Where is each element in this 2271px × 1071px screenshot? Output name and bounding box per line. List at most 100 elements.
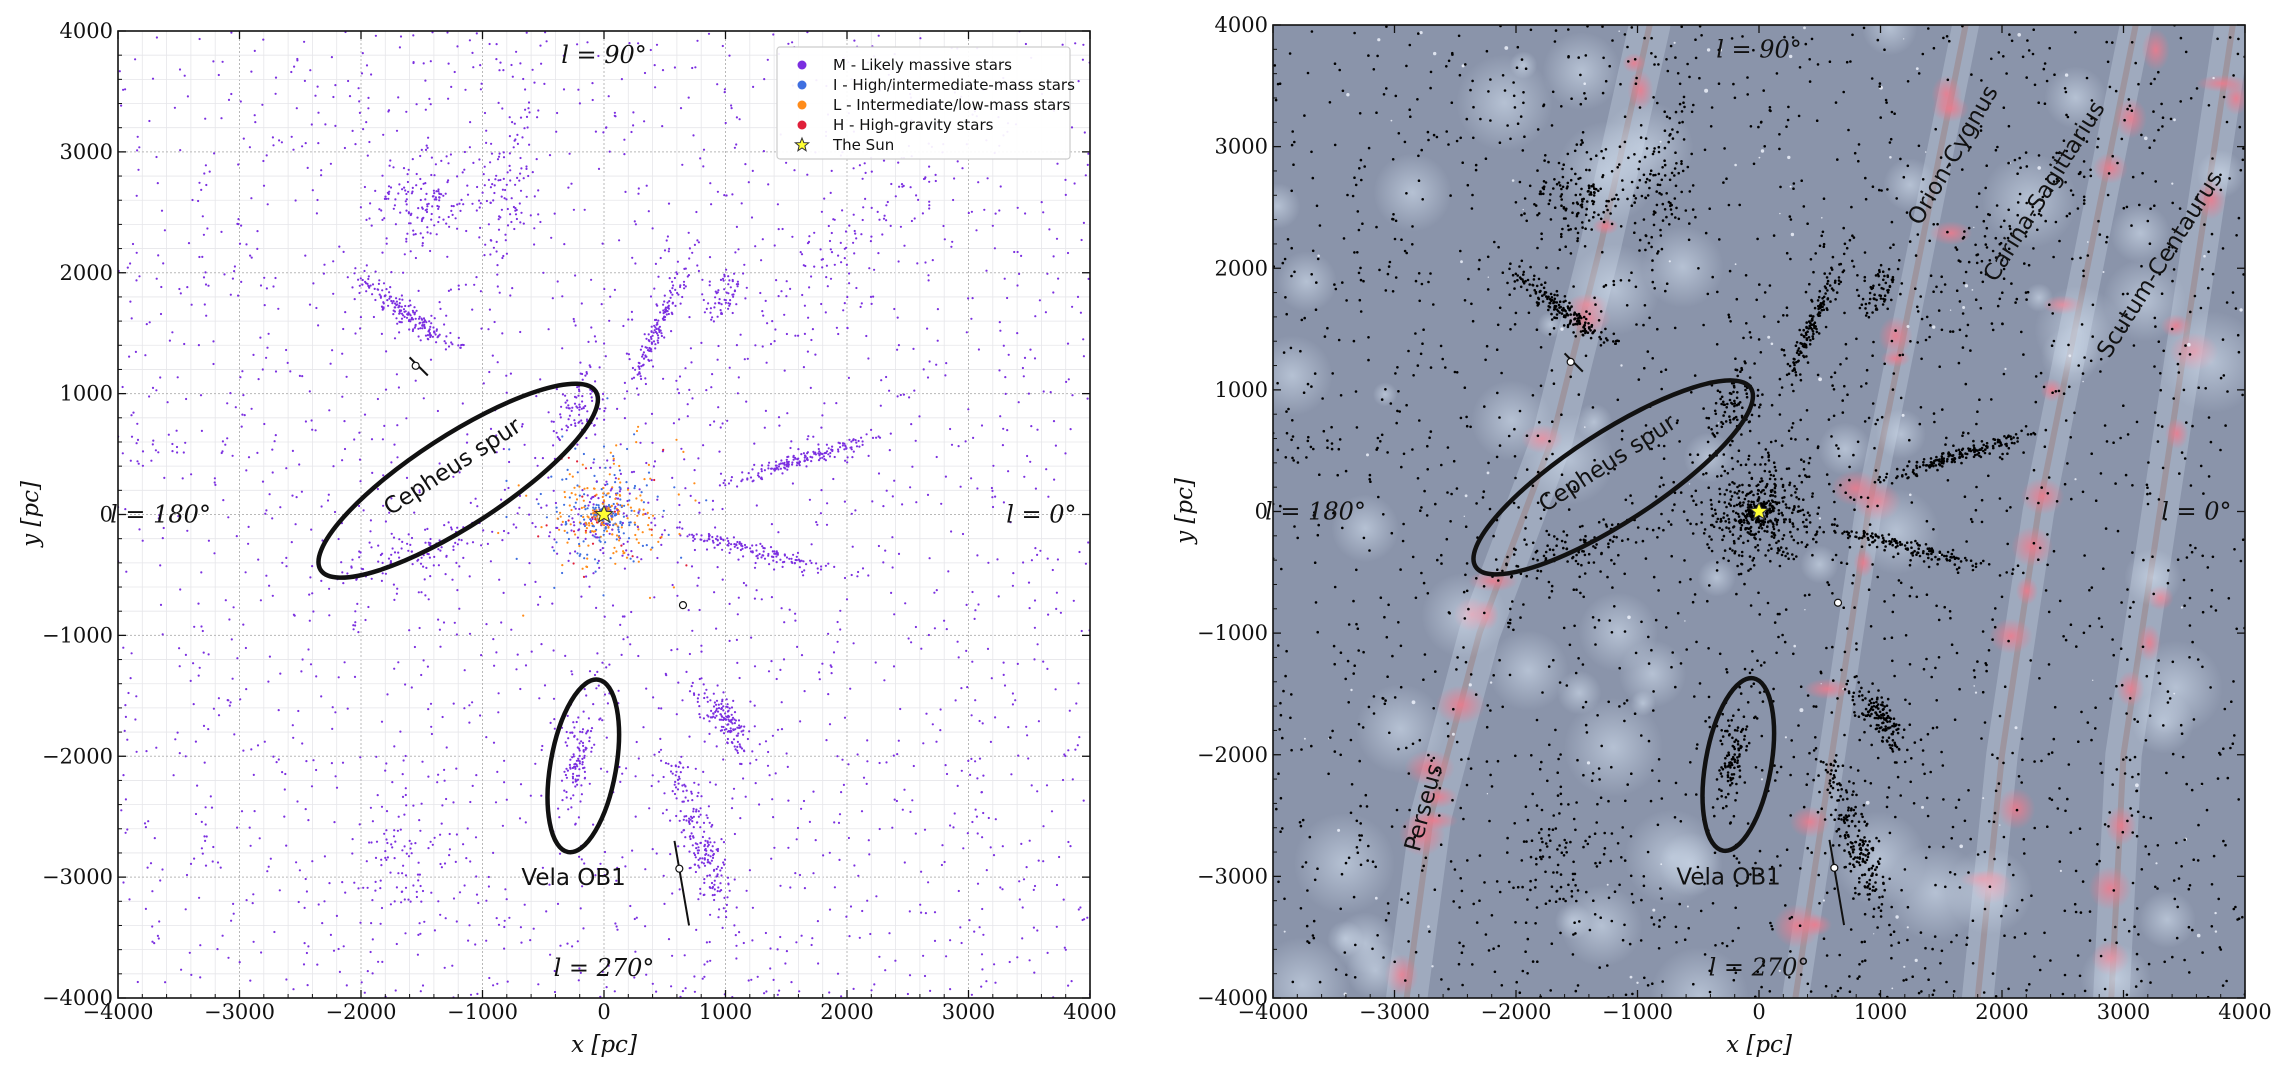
star-point [795, 838, 798, 841]
star-point [699, 807, 702, 810]
star-point [725, 705, 728, 708]
star-point [468, 146, 471, 149]
star-point [911, 465, 914, 468]
star-point [675, 438, 678, 441]
star-point [256, 247, 259, 250]
star-point [509, 372, 512, 375]
star-point [684, 487, 687, 490]
star-point [690, 790, 693, 793]
star-point [345, 984, 348, 987]
star-point [665, 674, 668, 677]
star-point [350, 566, 353, 569]
star-cloud [2124, 548, 2182, 607]
star-point [483, 254, 486, 257]
star-point [550, 475, 553, 478]
star-point [791, 461, 794, 464]
star-point [386, 856, 389, 859]
star-point [693, 537, 696, 541]
star-point [790, 560, 793, 563]
star-point [810, 338, 813, 342]
star-point [711, 316, 714, 319]
star-point [417, 289, 420, 292]
star-point [777, 531, 780, 534]
star-cloud [1346, 941, 1405, 998]
star-point [370, 577, 373, 580]
star-point [445, 335, 448, 338]
star-point [709, 913, 712, 916]
star-point [820, 452, 823, 455]
star-point [1051, 568, 1054, 572]
star-point [259, 284, 263, 287]
star-point [719, 309, 722, 312]
star-point [497, 531, 500, 535]
star-point [772, 555, 775, 559]
star-point [696, 584, 699, 587]
star-point [493, 320, 496, 324]
star-point [873, 268, 876, 271]
star-point [644, 868, 647, 871]
star-point [597, 684, 600, 687]
star-point [548, 883, 551, 886]
star-point [576, 536, 580, 539]
star-point [935, 455, 938, 459]
star-point [407, 549, 410, 552]
star-point [478, 199, 481, 202]
star-point [967, 759, 970, 763]
background-star [2009, 162, 2012, 164]
star-point [812, 872, 815, 875]
star-point [390, 532, 393, 535]
star-point [232, 902, 235, 906]
star-point [705, 852, 708, 856]
star-point [683, 954, 686, 957]
star-point [358, 111, 361, 114]
star-point [715, 875, 718, 878]
star-point [755, 758, 758, 761]
star-point [421, 318, 424, 321]
star-point [833, 455, 836, 459]
star-point [833, 821, 836, 824]
star-point [951, 240, 954, 243]
star-point [469, 800, 472, 804]
star-point [356, 602, 359, 606]
star-point [187, 242, 191, 245]
background-star [1374, 896, 1378, 900]
star-point [740, 542, 743, 546]
star-point [219, 866, 222, 869]
star-point [935, 740, 938, 743]
star-point [391, 547, 394, 550]
star-point [154, 449, 157, 452]
star-point [846, 456, 849, 459]
star-point [1022, 375, 1025, 378]
star-point [569, 523, 572, 526]
star-point [447, 162, 450, 165]
star-point [278, 889, 281, 892]
star-point [421, 244, 424, 247]
star-point [508, 164, 511, 167]
star-point [840, 261, 843, 264]
star-point [690, 832, 693, 835]
star-point [762, 550, 765, 553]
star-point [447, 521, 450, 524]
star-point [297, 900, 300, 904]
star-point [510, 628, 513, 631]
star-point [823, 402, 826, 405]
star-point [539, 220, 542, 224]
star-point [738, 724, 741, 727]
star-point [781, 565, 784, 569]
star-point [612, 502, 615, 506]
star-point [131, 242, 135, 246]
star-point [552, 489, 555, 492]
star-point [626, 517, 629, 520]
star-point [738, 542, 741, 545]
star-point [608, 523, 611, 527]
star-point [452, 545, 455, 548]
star-point [454, 860, 457, 864]
star-point [728, 639, 731, 643]
star-point [572, 753, 575, 756]
star-point [384, 769, 387, 772]
star-point [828, 851, 831, 854]
background-star [1522, 208, 1524, 211]
nebula-patch [1622, 53, 1647, 74]
star-point [855, 286, 858, 290]
star-point [882, 505, 885, 508]
